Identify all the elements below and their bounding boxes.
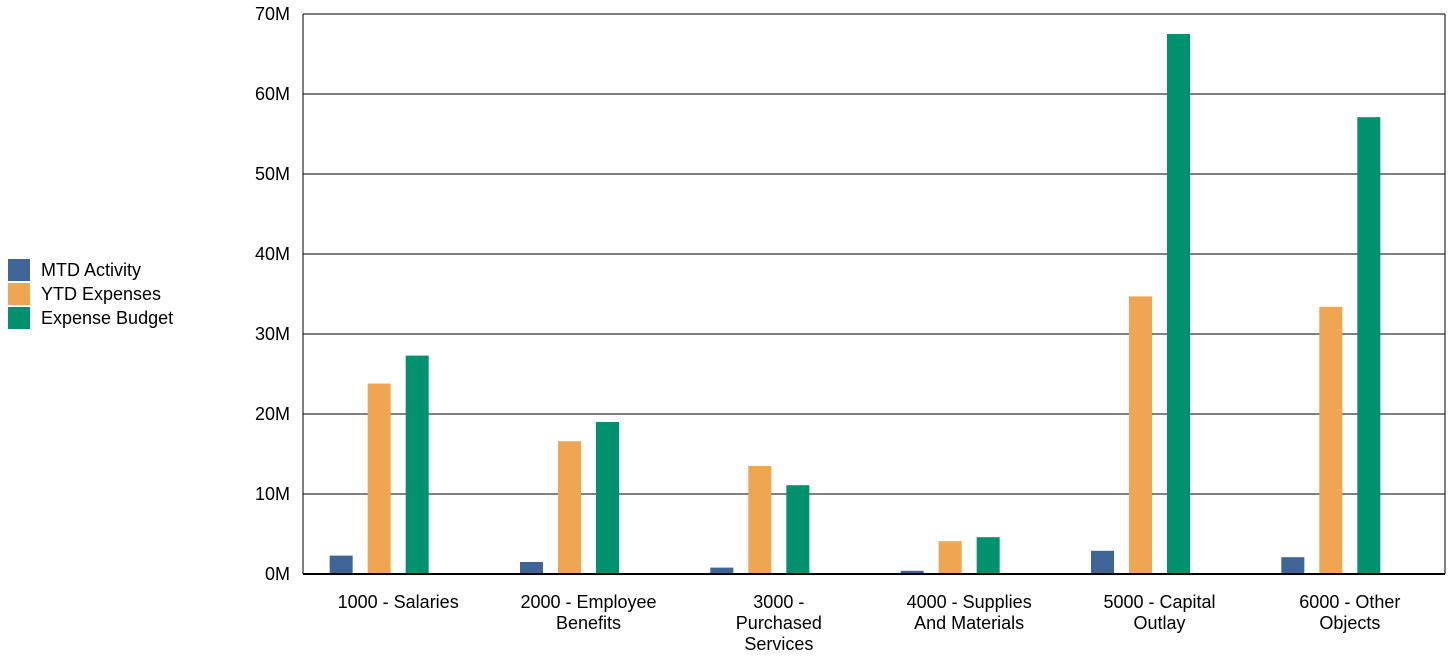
x-category-label: 4000 - Supplies: [907, 592, 1032, 612]
bar-ytd-expenses[interactable]: [1319, 306, 1343, 574]
bar-ytd-expenses[interactable]: [938, 541, 962, 574]
legend-label-ytd-expenses: YTD Expenses: [41, 284, 162, 304]
bar-expense-budget[interactable]: [405, 355, 429, 574]
bar-expense-budget[interactable]: [596, 422, 619, 574]
legend-item-mtd-activity[interactable]: MTD Activity: [8, 258, 173, 282]
x-category-label: Outlay: [1133, 613, 1185, 633]
x-category-label: 5000 - Capital: [1103, 592, 1215, 612]
x-category-label: Benefits: [556, 613, 621, 633]
y-tick-label: 70M: [255, 4, 290, 24]
x-category-label: 2000 - Employee: [520, 592, 656, 612]
legend-swatch-mtd-activity: [8, 259, 30, 281]
bar-mtd-activity[interactable]: [900, 570, 924, 574]
bar-ytd-expenses[interactable]: [367, 383, 391, 574]
bar-expense-budget[interactable]: [976, 537, 1000, 574]
bar-mtd-activity[interactable]: [329, 555, 353, 574]
bar-expense-budget[interactable]: [1167, 34, 1190, 574]
x-category-label: Objects: [1319, 613, 1380, 633]
bars: [329, 34, 1381, 574]
bar-expense-budget[interactable]: [1357, 117, 1381, 574]
legend-swatch-ytd-expenses: [8, 283, 30, 305]
bar-ytd-expenses[interactable]: [748, 466, 772, 574]
y-tick-label: 0M: [265, 564, 290, 584]
y-tick-label: 10M: [255, 484, 290, 504]
y-tick-label: 60M: [255, 84, 290, 104]
y-tick-label: 50M: [255, 164, 290, 184]
y-tick-label: 20M: [255, 404, 290, 424]
legend: MTD Activity YTD Expenses Expense Budget: [8, 258, 173, 330]
legend-label-mtd-activity: MTD Activity: [41, 260, 142, 280]
bar-mtd-activity[interactable]: [1091, 550, 1114, 574]
bar-mtd-activity[interactable]: [520, 562, 543, 574]
legend-label-expense-budget: Expense Budget: [41, 308, 174, 328]
x-category-label: Purchased: [736, 613, 822, 633]
legend-item-ytd-expenses[interactable]: YTD Expenses: [8, 282, 173, 306]
x-category-label: Services: [744, 634, 813, 654]
legend-item-expense-budget[interactable]: Expense Budget: [8, 306, 173, 330]
legend-swatch-expense-budget: [8, 307, 30, 329]
x-category-label: 6000 - Other: [1299, 592, 1400, 612]
y-tick-label: 40M: [255, 244, 290, 264]
bar-ytd-expenses[interactable]: [1129, 296, 1152, 574]
gridlines: [303, 13, 1445, 495]
x-category-label: 1000 - Salaries: [338, 592, 459, 612]
x-category-label: And Materials: [914, 613, 1024, 633]
bar-mtd-activity[interactable]: [710, 567, 734, 574]
bar-expense-budget[interactable]: [786, 485, 810, 574]
bar-mtd-activity[interactable]: [1281, 557, 1305, 574]
x-category-label: 3000 -: [753, 592, 804, 612]
bar-ytd-expenses[interactable]: [558, 441, 581, 574]
y-axis: 0M 10M 20M 30M 40M 50M 60M 70M: [255, 4, 1446, 584]
y-tick-label: 30M: [255, 324, 290, 344]
